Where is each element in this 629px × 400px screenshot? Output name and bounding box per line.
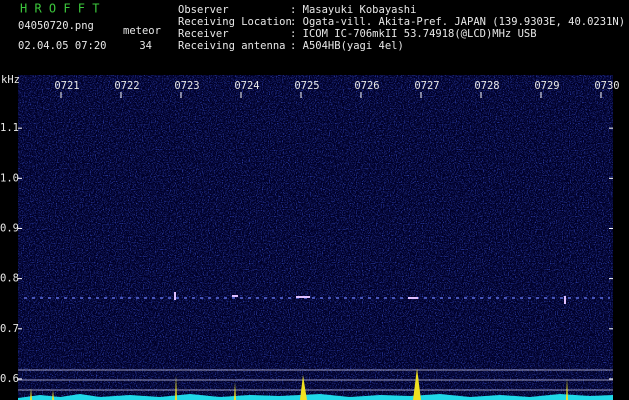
field-value: : A504HB(yagi 4el) [290, 40, 404, 52]
y-tick-label: 0.8 [0, 273, 19, 285]
datetime: 02.04.05 07:20 [18, 40, 107, 52]
x-tick-label: 0725 [294, 80, 319, 92]
signal-trace [18, 394, 613, 400]
field-label: Observer [178, 4, 229, 16]
x-tick-label: 0726 [354, 80, 379, 92]
field-value: : Masayuki Kobayashi [290, 4, 416, 16]
x-tick-label: 0721 [54, 80, 79, 92]
header-background [0, 0, 629, 75]
x-tick-label: 0728 [474, 80, 499, 92]
meteor-label: meteor [123, 25, 161, 37]
app-name: H R O F F T [20, 2, 99, 16]
y-tick-label: 0.9 [0, 222, 19, 234]
reference-line [18, 369, 613, 391]
y-tick-label: 1.0 [0, 172, 19, 184]
y-tick-label: 1.1 [0, 122, 19, 134]
x-tick-label: 0724 [234, 80, 259, 92]
meteor-echo [174, 292, 566, 304]
file-name: 04050720.png [18, 20, 94, 32]
y-axis-label: kHz [1, 74, 20, 86]
field-value: : ICOM IC-706mkII 53.74918(@LCD)MHz USB [290, 28, 537, 40]
field-value: : Ogata-vill. Akita-Pref. JAPAN (139.930… [290, 16, 625, 28]
spectrogram-noise [18, 75, 613, 400]
field-label: Receiving Location [178, 16, 292, 28]
meteor-count: 34 [139, 40, 152, 52]
x-tick-label: 0729 [534, 80, 559, 92]
x-tick-label: 0722 [114, 80, 139, 92]
field-label: Receiver [178, 28, 229, 40]
y-tick-label: 0.6 [0, 373, 19, 385]
axes: kHz 0.6 0.7 0.8 0.9 1.0 1.1 0721 0722 0723 0724 072… [0, 74, 620, 385]
x-tick-label: 0723 [174, 80, 199, 92]
y-tick-label: 0.7 [0, 323, 19, 335]
field-label: Receiving antenna [178, 40, 285, 52]
x-tick-label: 0730 [594, 80, 619, 92]
x-tick-label: 0727 [414, 80, 439, 92]
